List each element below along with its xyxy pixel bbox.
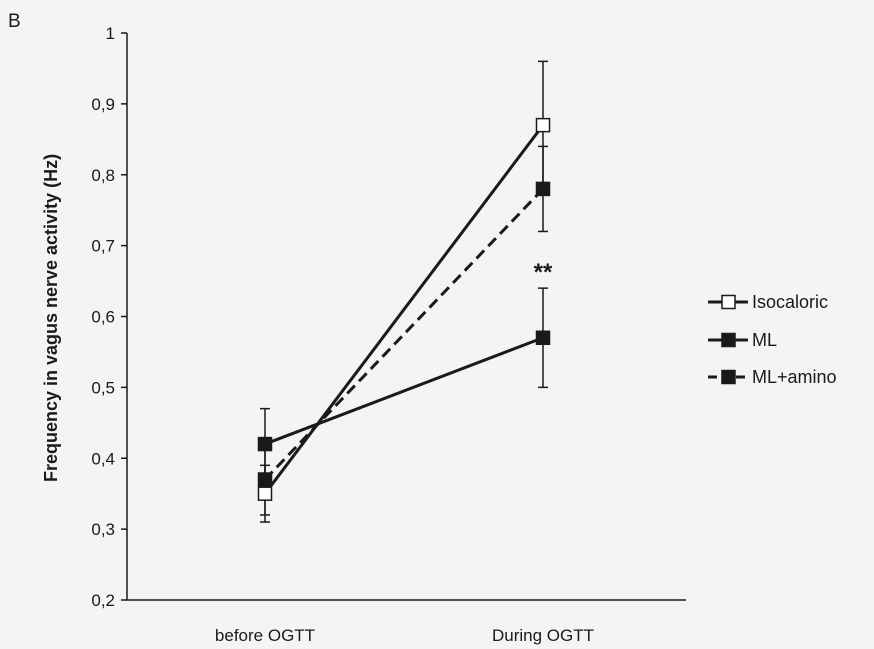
legend-item: ML+amino [708, 367, 837, 387]
y-tick-label: 0,6 [91, 308, 115, 327]
legend-marker [721, 369, 736, 385]
legend: Isocaloric ML ML+amino [708, 292, 837, 387]
y-tick-label: 0,2 [91, 591, 115, 610]
y-axis-title: Frequency in vagus nerve activity (Hz) [41, 154, 61, 482]
data-point [257, 486, 273, 501]
x-tick-label: before OGTT [215, 626, 315, 645]
series-ml [257, 287, 551, 481]
y-tick-label: 1 [106, 24, 115, 43]
series-isocaloric [257, 60, 551, 523]
y-tick-label: 0,3 [91, 520, 115, 539]
axes: 0,2 0,3 0,4 0,5 0,6 0,7 0,8 0,9 1 before OGTT Duri… [91, 24, 686, 645]
legend-label: Isocaloric [752, 292, 828, 312]
y-tick-label: 0,9 [91, 95, 115, 114]
data-point [535, 330, 551, 346]
annotation-layer: ** [534, 259, 553, 286]
series-line [264, 336, 544, 446]
legend-item: Isocaloric [708, 292, 828, 312]
legend-label: ML [752, 330, 777, 350]
data-point [535, 117, 551, 133]
series-line [263, 124, 545, 495]
series-layer [257, 60, 551, 523]
x-tick-label: During OGTT [492, 626, 594, 645]
y-tick-label: 0,5 [91, 378, 115, 397]
legend-label: ML+amino [752, 367, 837, 387]
legend-item: ML [708, 330, 777, 350]
legend-marker [721, 332, 736, 348]
series-ml-amino [257, 145, 551, 516]
significance-annotation: ** [534, 259, 553, 286]
y-tick-label: 0,7 [91, 237, 115, 256]
legend-marker [721, 294, 736, 310]
panel-label: B [8, 11, 21, 32]
y-tick-label: 0,8 [91, 166, 115, 185]
y-tick-label: 0,4 [91, 449, 115, 468]
